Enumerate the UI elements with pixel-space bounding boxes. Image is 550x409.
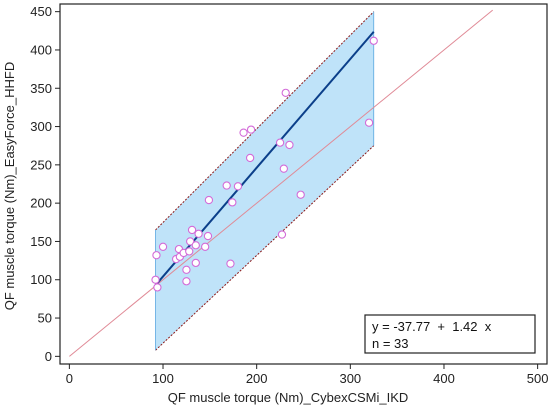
confidence-band-layer bbox=[155, 11, 375, 351]
data-point bbox=[182, 265, 191, 274]
regression-equation: y = -37.77 + 1.42 x bbox=[372, 319, 492, 334]
plot-frame bbox=[59, 3, 548, 365]
data-point bbox=[201, 242, 210, 251]
data-point bbox=[222, 181, 231, 190]
y-tick-label: 450 bbox=[30, 4, 52, 19]
x-tick-label: 300 bbox=[339, 371, 361, 386]
y-tick-label: 150 bbox=[30, 234, 52, 249]
data-point bbox=[281, 88, 290, 98]
data-point bbox=[239, 128, 248, 137]
x-tick-label: 100 bbox=[152, 371, 174, 386]
data-point bbox=[152, 251, 161, 260]
x-tick-label: 500 bbox=[527, 371, 549, 386]
y-tick-label: 300 bbox=[30, 119, 52, 134]
data-point bbox=[153, 283, 162, 292]
data-point bbox=[191, 241, 200, 250]
y-tick-label: 200 bbox=[30, 196, 52, 211]
lines-layer bbox=[69, 9, 493, 357]
data-point bbox=[369, 36, 378, 45]
data-point bbox=[275, 138, 285, 147]
data-point bbox=[233, 182, 243, 191]
data-point bbox=[245, 153, 255, 163]
sample-size: n = 33 bbox=[372, 336, 409, 351]
data-point bbox=[182, 277, 191, 286]
identity-line bbox=[69, 9, 493, 357]
data-point bbox=[228, 198, 237, 207]
x-tick-label: 200 bbox=[246, 371, 268, 386]
y-tick-label: 50 bbox=[38, 311, 52, 326]
data-point bbox=[187, 225, 197, 235]
points-layer bbox=[151, 36, 378, 292]
data-point bbox=[296, 190, 305, 199]
data-point bbox=[364, 118, 374, 127]
x-axis-title: QF muscle torque (Nm)_CybexCSMi_IKD bbox=[168, 390, 409, 405]
confidence-band-area bbox=[155, 11, 374, 351]
y-tick-label: 250 bbox=[30, 157, 52, 172]
data-point bbox=[185, 247, 194, 256]
data-point bbox=[246, 125, 256, 134]
data-point bbox=[204, 195, 214, 205]
data-point bbox=[279, 164, 288, 173]
lower-limit-line bbox=[155, 145, 375, 351]
x-tick-label: 0 bbox=[66, 371, 73, 386]
data-point bbox=[186, 237, 195, 246]
data-point bbox=[203, 231, 213, 241]
equation-box: y = -37.77 + 1.42 x n = 33 bbox=[364, 314, 536, 354]
data-point bbox=[277, 230, 287, 239]
data-point bbox=[158, 242, 168, 251]
data-point bbox=[226, 259, 235, 268]
data-point bbox=[194, 229, 203, 238]
data-point bbox=[191, 258, 200, 268]
y-tick-label: 350 bbox=[30, 81, 52, 96]
data-point bbox=[285, 140, 294, 150]
x-tick-label: 400 bbox=[433, 371, 455, 386]
upper-limit-line bbox=[155, 11, 375, 231]
y-tick-label: 400 bbox=[30, 42, 52, 57]
y-tick-label: 100 bbox=[30, 272, 52, 287]
data-point bbox=[151, 275, 160, 284]
y-tick-label: 0 bbox=[45, 349, 52, 364]
axes-layer: 0 100 200 300 400 500 0 50 100 150 200 250 300 350 400… bbox=[30, 4, 548, 386]
equation-box-frame bbox=[364, 314, 536, 354]
y-axis-title: QF muscle torque (Nm)_EasyForce_HHFD bbox=[2, 62, 17, 311]
